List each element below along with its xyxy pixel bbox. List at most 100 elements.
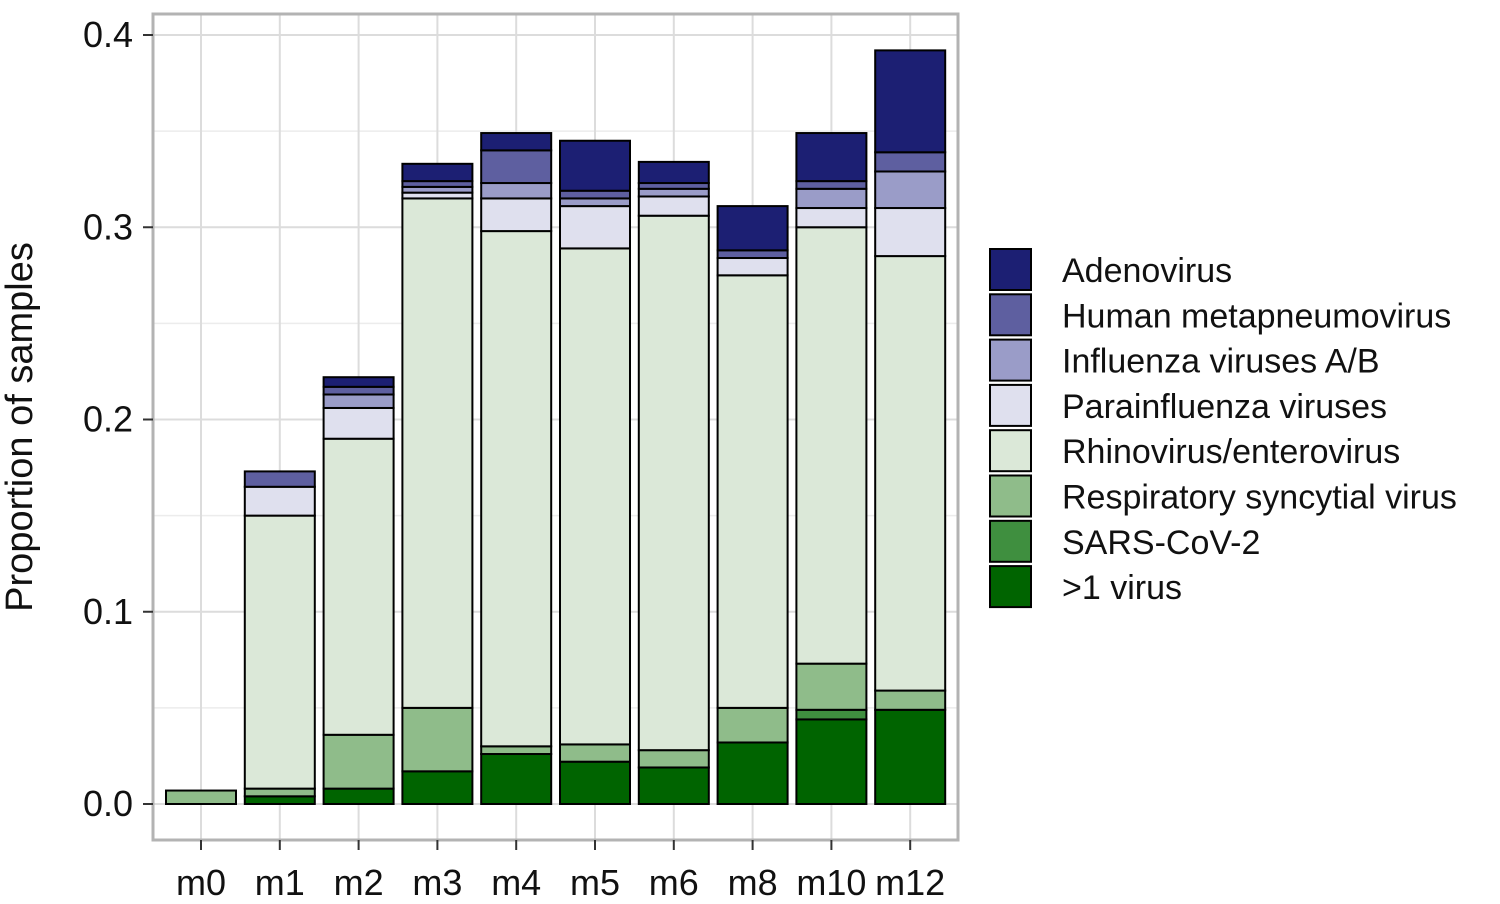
bar-segment-m2-2 xyxy=(322,733,395,790)
legend-swatch xyxy=(989,519,1032,563)
legend-label: Influenza viruses A/B xyxy=(1062,343,1380,381)
x-tick-label: m8 xyxy=(728,862,778,903)
bar-segment-m10-1 xyxy=(795,708,868,721)
x-tick-label: m0 xyxy=(176,862,226,903)
bar-stack-m2 xyxy=(322,376,395,805)
legend-item: >1 virus xyxy=(989,565,1182,609)
bar-segment-m5-7 xyxy=(559,139,631,192)
bar-segment-m4-0 xyxy=(480,753,553,806)
bar-stack-m10 xyxy=(795,132,868,805)
bar-stack-m4 xyxy=(480,132,553,806)
x-tick-label: m2 xyxy=(334,862,384,903)
bar-stack-m1 xyxy=(243,470,316,805)
bar-stack-m0 xyxy=(165,789,237,805)
bar-segment-m2-0 xyxy=(322,787,395,805)
bar-segment-m2-5 xyxy=(322,393,395,409)
y-tick-label: 0.3 xyxy=(83,206,133,247)
legend-label: Rhinovirus/enterovirus xyxy=(1062,433,1400,471)
bar-segment-m5-6 xyxy=(559,189,631,200)
bar-segment-m3-3 xyxy=(401,197,474,709)
legend-swatch xyxy=(989,338,1032,382)
bar-segment-m1-4 xyxy=(243,485,316,517)
legend-label: Adenovirus xyxy=(1062,252,1232,290)
bar-segment-m10-3 xyxy=(795,226,868,665)
bar-segment-m1-0 xyxy=(243,795,316,805)
bar-segment-m6-4 xyxy=(637,195,710,217)
bar-segment-m12-3 xyxy=(874,255,947,692)
legend-label: Respiratory syncytial virus xyxy=(1062,479,1457,517)
legend-swatch xyxy=(989,383,1032,427)
bar-segment-m10-5 xyxy=(795,187,868,210)
x-tick-label: m12 xyxy=(875,862,945,903)
x-tick-label: m5 xyxy=(570,862,620,903)
bar-segment-m8-6 xyxy=(716,249,789,260)
bar-segment-m6-7 xyxy=(637,160,710,185)
legend: Adenovirus Human metapneumovirus Influenza… xyxy=(989,248,1457,609)
bar-segment-m4-3 xyxy=(480,230,553,748)
x-tick-label: m1 xyxy=(255,862,305,903)
legend-item: Human metapneumovirus xyxy=(989,293,1451,337)
x-tick-label: m10 xyxy=(796,862,866,903)
bar-segment-m2-4 xyxy=(322,406,395,440)
bar-segment-m5-4 xyxy=(559,205,631,250)
bar-segment-m12-6 xyxy=(874,151,947,173)
bar-segment-m12-0 xyxy=(874,708,947,805)
bar-stacks xyxy=(165,49,947,806)
bar-segment-m3-7 xyxy=(401,162,474,183)
bar-segment-m6-5 xyxy=(637,187,710,198)
bar-segment-m4-5 xyxy=(480,182,553,200)
y-tick-label: 0.0 xyxy=(83,783,133,824)
bar-segment-m6-0 xyxy=(637,766,710,805)
legend-item: Adenovirus xyxy=(989,248,1232,291)
bar-segment-m8-3 xyxy=(716,274,789,709)
bar-segment-m5-5 xyxy=(559,197,631,208)
legend-item: SARS-CoV-2 xyxy=(989,519,1260,563)
legend-swatch xyxy=(989,293,1032,337)
y-tick-label: 0.4 xyxy=(83,14,133,55)
legend-item: Respiratory syncytial virus xyxy=(989,474,1457,518)
bar-segment-m4-2 xyxy=(480,745,553,756)
bar-segment-m2-3 xyxy=(322,437,395,736)
bar-stack-m3 xyxy=(401,162,474,806)
legend-item: Rhinovirus/enterovirus xyxy=(989,429,1400,473)
legend-label: Human metapneumovirus xyxy=(1062,297,1451,335)
legend-label: >1 virus xyxy=(1062,569,1182,607)
bar-segment-m8-0 xyxy=(716,741,789,805)
bar-segment-m5-0 xyxy=(559,760,631,806)
plot-panel-border xyxy=(151,12,960,842)
x-tick-label: m3 xyxy=(412,862,462,903)
bar-segment-m5-2 xyxy=(559,743,631,763)
y-tick-label: 0.1 xyxy=(83,591,133,632)
bar-segment-m8-2 xyxy=(716,706,789,744)
x-tick-label: m4 xyxy=(491,862,541,903)
x-axis: m0 m1 m2 m3 m4 m5 m6 m8 m10 m12 xyxy=(176,840,945,903)
bar-segment-m10-7 xyxy=(795,132,868,183)
x-tick-label: m6 xyxy=(649,862,699,903)
bar-segment-m8-7 xyxy=(716,205,789,252)
bar-stack-m12 xyxy=(874,49,947,805)
bar-segment-m3-2 xyxy=(401,706,474,773)
bar-segment-m12-4 xyxy=(874,207,947,258)
legend-label: SARS-CoV-2 xyxy=(1062,524,1260,562)
legend-swatch xyxy=(989,429,1032,473)
legend-label: Parainfluenza viruses xyxy=(1062,388,1387,426)
bar-segment-m4-6 xyxy=(480,149,553,185)
bar-segment-m1-6 xyxy=(243,470,316,488)
y-axis: 0.0 0.1 0.2 0.3 0.4 xyxy=(83,14,153,824)
bar-segment-m6-3 xyxy=(637,214,710,752)
bar-stack-m6 xyxy=(637,160,710,805)
bar-segment-m8-4 xyxy=(716,257,789,277)
bar-segment-m12-7 xyxy=(874,49,947,154)
bar-segment-m1-3 xyxy=(243,514,316,790)
bar-segment-m12-5 xyxy=(874,170,947,210)
legend-swatch xyxy=(989,565,1032,609)
bar-segment-m10-6 xyxy=(795,180,868,190)
y-axis-title: Proportion of samples xyxy=(0,242,41,612)
bar-segment-m10-4 xyxy=(795,207,868,229)
bar-segment-m4-4 xyxy=(480,197,553,233)
legend-swatch xyxy=(989,474,1032,518)
bar-segment-m10-0 xyxy=(795,718,868,805)
bar-segment-m10-2 xyxy=(795,662,868,711)
legend-swatch xyxy=(989,248,1032,291)
